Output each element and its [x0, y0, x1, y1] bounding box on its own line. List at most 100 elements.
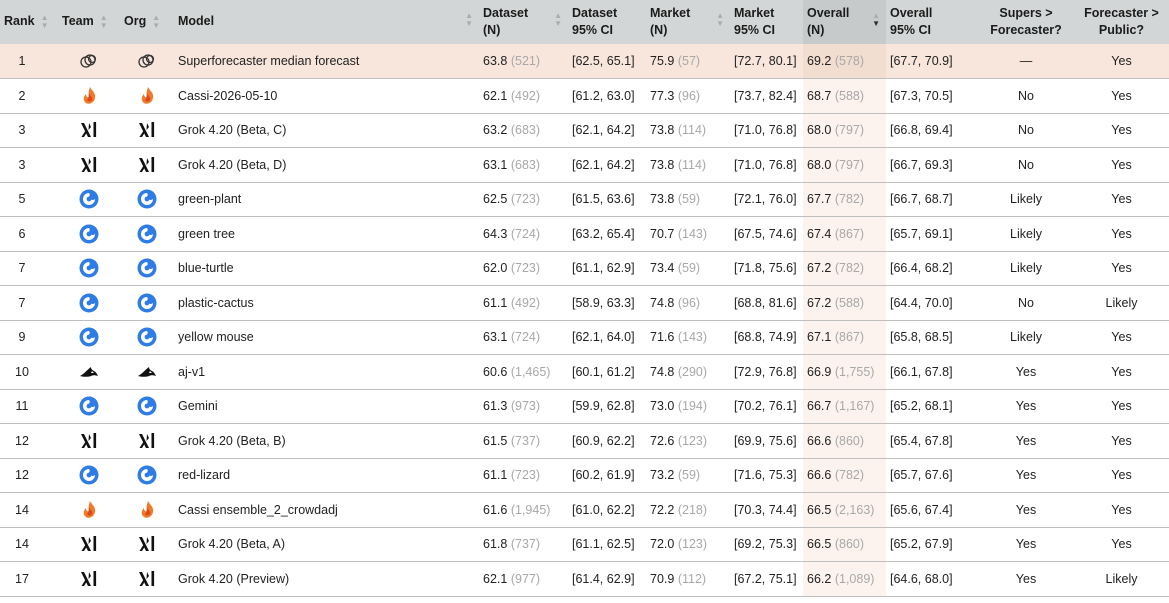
rank-cell: 3 — [0, 148, 58, 183]
rank-cell-value: 7 — [18, 261, 26, 276]
header-sublabel: (N) — [483, 23, 501, 37]
supers-verdict: Likely — [978, 217, 1074, 252]
supers-verdict: Yes — [978, 562, 1074, 597]
openai-swirl-icon — [79, 293, 99, 313]
rank-cell: 17 — [0, 562, 58, 597]
dataset-ci-value: [61.4, 62.9] — [572, 571, 635, 586]
header-row: Rank ▲ ▼ Team ▲ ▼ Org ▲ ▼ Model ▲ ▼ Dataset (N) ▲ ▼… — [0, 0, 1169, 44]
market-ci: [72.1, 76.0] — [730, 182, 803, 217]
overall-score: 66.2 (1,089) — [803, 561, 886, 596]
overall-score-count: (588) — [834, 88, 865, 103]
rank-cell-value: 2 — [18, 88, 26, 103]
overall-ci-value: [64.4, 70.0] — [890, 295, 953, 310]
model-name-value: red-lizard — [178, 468, 231, 483]
header-rank[interactable]: Rank ▲ ▼ — [0, 0, 58, 44]
model-name: Superforecaster median forecast — [174, 44, 479, 79]
dataset-score-value: 63.1 — [483, 330, 508, 345]
header-dataset-ci[interactable]: Dataset 95% CI — [568, 0, 646, 44]
overall-score-value: 66.7 — [807, 399, 832, 414]
team-logo — [58, 113, 120, 148]
header-sublabel: Public? — [1098, 23, 1145, 37]
supers-verdict-value: Yes — [1015, 502, 1037, 517]
model-name-value: Grok 4.20 (Beta, D) — [178, 157, 287, 172]
header-overall-n[interactable]: Overall (N) ▲ ▼ — [803, 0, 886, 44]
public-verdict: Yes — [1074, 79, 1169, 114]
dataset-score-count: (683) — [510, 123, 541, 138]
header-label: Overall — [807, 6, 850, 20]
market-score-count: (59) — [677, 468, 701, 483]
org-logo — [120, 424, 174, 459]
header-label: Market — [650, 6, 691, 20]
market-score: 74.8 (290) — [646, 355, 730, 390]
rank-cell-value: 7 — [18, 295, 26, 310]
market-score-value: 73.0 — [650, 399, 675, 414]
model-name: yellow mouse — [174, 320, 479, 355]
dataset-score-value: 61.6 — [483, 502, 508, 517]
public-verdict: Yes — [1074, 527, 1169, 562]
model-name-value: green-plant — [178, 192, 242, 207]
market-score-count: (290) — [677, 364, 708, 379]
market-score: 72.0 (123) — [646, 527, 730, 562]
rank-cell-value: 1 — [18, 54, 26, 68]
model-name: red-lizard — [174, 458, 479, 493]
dataset-score-count: (737) — [510, 537, 541, 552]
market-score: 75.9 (57) — [646, 44, 730, 79]
header-model[interactable]: Model ▲ ▼ — [174, 0, 479, 44]
cassi-flame-icon — [137, 500, 157, 520]
dataset-ci: [60.2, 61.9] — [568, 458, 646, 493]
dataset-ci: [61.1, 62.5] — [568, 527, 646, 562]
rank-cell: 6 — [0, 217, 58, 252]
header-public[interactable]: Forecaster > Public? — [1074, 0, 1169, 44]
overall-score-value: 68.7 — [807, 88, 832, 103]
public-verdict-value: Yes — [1111, 192, 1132, 207]
supers-verdict-value: No — [1018, 157, 1034, 172]
model-name-value: plastic-cactus — [178, 295, 254, 310]
dataset-score-value: 61.8 — [483, 537, 508, 552]
market-ci: [71.0, 76.8] — [730, 113, 803, 148]
header-org[interactable]: Org ▲ ▼ — [120, 0, 174, 44]
public-verdict-value: Yes — [1111, 261, 1132, 276]
overall-ci: [65.7, 69.1] — [886, 217, 978, 252]
org-logo — [120, 251, 174, 286]
rank-cell-value: 12 — [15, 433, 29, 448]
header-overall-ci[interactable]: Overall 95% CI — [886, 0, 978, 44]
header-market-ci[interactable]: Market 95% CI — [730, 0, 803, 44]
public-verdict-value: Yes — [1111, 123, 1132, 138]
dataset-ci-value: [63.2, 65.4] — [572, 226, 635, 241]
supers-verdict-value: Likely — [1010, 330, 1042, 345]
model-name-value: Gemini — [178, 399, 218, 414]
dataset-score: 62.1 (492) — [479, 79, 568, 114]
supers-verdict-value: No — [1018, 123, 1034, 138]
table-row: 10 aj-v1 60.6 (1,465) [60.1, 61.2] 74.8 (290… — [0, 354, 1169, 390]
model-name-value: green tree — [178, 226, 235, 241]
header-supers[interactable]: Supers > Forecaster? — [978, 0, 1074, 44]
table-row: 5 green-plant 62.5 (723) [61.5, 63.6] 73.8 (… — [0, 182, 1169, 217]
dataset-score-count: (1,465) — [510, 364, 551, 379]
openai-swirl-icon — [79, 396, 99, 416]
dataset-score: 63.8 (521) — [479, 44, 568, 79]
market-score: 71.6 (143) — [646, 320, 730, 355]
overall-score: 66.5 (2,163) — [803, 492, 886, 527]
team-logo — [58, 286, 120, 321]
overall-score-count: (867) — [834, 226, 865, 241]
supers-verdict-value: Yes — [1015, 364, 1037, 379]
overall-score: 66.6 (782) — [803, 458, 886, 493]
model-name: Grok 4.20 (Beta, A) — [174, 527, 479, 562]
dataset-ci-value: [61.1, 62.9] — [572, 261, 635, 276]
market-score-value: 70.7 — [650, 226, 675, 241]
header-market-n[interactable]: Market (N) ▲ ▼ — [646, 0, 730, 44]
market-ci: [68.8, 81.6] — [730, 286, 803, 321]
overall-ci-value: [65.2, 68.1] — [890, 399, 953, 414]
org-logo — [120, 44, 174, 79]
market-score-count: (59) — [677, 261, 701, 276]
dataset-score-count: (492) — [510, 295, 541, 310]
sort-icon: ▲ ▼ — [465, 11, 473, 28]
overall-ci-value: [67.3, 70.5] — [890, 88, 953, 103]
header-team[interactable]: Team ▲ ▼ — [58, 0, 120, 44]
rank-cell-value: 9 — [18, 330, 26, 345]
dataset-score-count: (723) — [510, 261, 541, 276]
overall-score-value: 66.2 — [807, 571, 832, 586]
public-verdict-value: Yes — [1111, 433, 1132, 448]
header-dataset-n[interactable]: Dataset (N) ▲ ▼ — [479, 0, 568, 44]
org-logo — [120, 493, 174, 528]
